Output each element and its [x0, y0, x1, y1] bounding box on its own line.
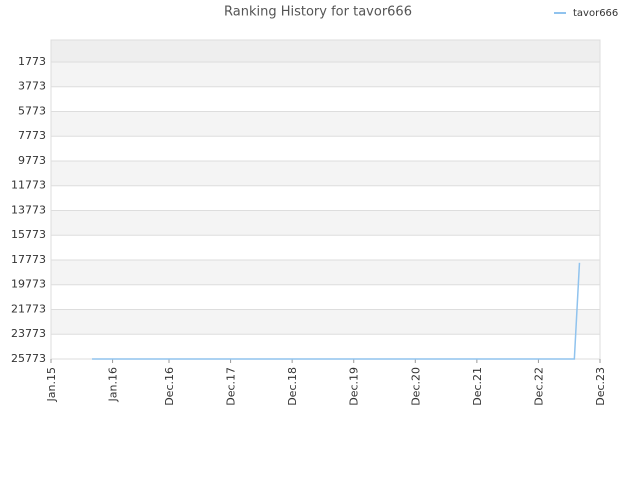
y-tick-label: 9773: [18, 154, 46, 167]
x-tick-label: Jan.15: [45, 367, 58, 402]
x-tick-label: Dec.16: [163, 367, 176, 406]
y-tick-label: 17773: [11, 253, 46, 266]
y-tick-label: 21773: [11, 302, 46, 315]
x-tick-label: Dec.17: [225, 367, 238, 406]
x-tick-label: Dec.22: [532, 367, 545, 406]
x-tick-label: Dec.20: [409, 367, 422, 406]
chart-title: Ranking History for tavor666: [224, 5, 412, 20]
x-tick-label: Dec.18: [286, 367, 299, 406]
grid-band: [51, 309, 600, 335]
series-line: [92, 262, 581, 360]
y-tick-label: 25773: [11, 352, 46, 365]
y-tick-label: 5773: [18, 104, 46, 117]
y-tick-label: 7773: [18, 129, 46, 142]
grid-band: [51, 86, 600, 112]
grid-band: [51, 40, 600, 62]
legend-label: tavor666: [573, 8, 618, 19]
grid-band: [51, 185, 600, 211]
grid-band: [51, 111, 600, 137]
grid-band: [51, 334, 600, 359]
y-tick-label: 23773: [11, 327, 46, 340]
x-tick-label: Dec.19: [348, 367, 361, 406]
grid-band: [51, 210, 600, 236]
grid-band: [51, 284, 600, 310]
grid-band: [51, 235, 600, 260]
y-tick-label: 1773: [18, 55, 46, 68]
y-tick-label: 11773: [11, 179, 46, 192]
grid-band: [51, 61, 600, 87]
x-tick-label: Jan.16: [107, 367, 120, 402]
y-tick-label: 19773: [11, 278, 46, 291]
grid-band: [51, 136, 600, 161]
y-tick-label: 13773: [11, 203, 46, 216]
grid-band: [51, 259, 600, 285]
grid-band: [51, 160, 600, 186]
y-tick-label: 3773: [18, 80, 46, 93]
x-tick-label: Dec.21: [471, 367, 484, 406]
x-tick-label: Dec.23: [594, 367, 607, 406]
y-tick-label: 15773: [11, 228, 46, 241]
